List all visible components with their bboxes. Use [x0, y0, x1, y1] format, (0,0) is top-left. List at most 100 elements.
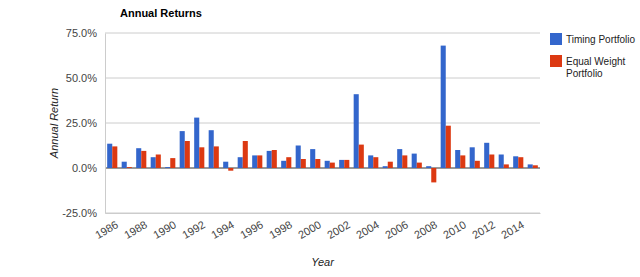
- x-tick-label: 1996: [238, 218, 265, 241]
- x-axis-title: Year: [311, 256, 335, 268]
- x-axis: 1986198819901992199419961998200020022004…: [93, 214, 541, 241]
- bar: [252, 155, 257, 168]
- bar: [460, 155, 465, 168]
- grid-line: [105, 33, 540, 34]
- x-tick-label: 2014: [499, 218, 526, 241]
- x-tick-label: 1986: [93, 218, 120, 241]
- bar: [209, 130, 214, 168]
- bar: [426, 166, 431, 168]
- bar: [383, 166, 388, 168]
- x-tick: 2004: [354, 218, 381, 241]
- bar: [267, 151, 272, 168]
- y-tick-label: 75.0%: [66, 27, 97, 39]
- chart: -25.0%0.0%25.0%50.0%75.0%198619881990199…: [0, 0, 640, 277]
- bar: [330, 163, 335, 168]
- y-axis-line: [105, 34, 106, 214]
- bar: [533, 165, 538, 168]
- x-tick-label: 2010: [441, 218, 468, 241]
- bar: [296, 146, 301, 169]
- bar: [136, 148, 141, 168]
- x-tick: 1988: [122, 218, 149, 241]
- legend-label: Equal WeightPortfolio: [566, 56, 626, 79]
- x-tick: 2006: [383, 218, 410, 241]
- bar: [475, 161, 480, 168]
- bar: [185, 141, 190, 168]
- x-tick: 2000: [296, 218, 323, 241]
- bar: [238, 157, 243, 168]
- y-tick: -25.0%: [62, 207, 105, 219]
- x-axis-line: [106, 213, 541, 214]
- x-tick-label: 2012: [470, 218, 497, 241]
- bar: [127, 167, 132, 169]
- bar: [243, 141, 248, 168]
- y-axis-title: Annual Return: [48, 88, 60, 159]
- x-tick-label: 2008: [412, 218, 439, 241]
- x-tick-label: 1990: [151, 218, 178, 241]
- bar: [354, 94, 359, 168]
- x-tick-label: 2000: [296, 218, 323, 241]
- grid-line: [105, 123, 540, 124]
- legend: Timing PortfolioEqual WeightPortfolio: [550, 33, 636, 79]
- bar: [388, 162, 393, 168]
- bar: [528, 164, 533, 168]
- series: [107, 46, 533, 168]
- bar: [107, 144, 112, 168]
- y-axis: -25.0% 0.0% 25.0% 50.0% 75.0%: [62, 27, 105, 219]
- x-tick: 1986: [93, 218, 120, 241]
- x-tick: 2014: [499, 218, 526, 241]
- y-tick: 25.0%: [66, 117, 105, 129]
- bar: [446, 126, 451, 168]
- x-tick-label: 1992: [180, 218, 207, 241]
- bar: [286, 157, 291, 168]
- bar: [397, 149, 402, 168]
- y-tick: 50.0%: [66, 72, 105, 84]
- y-tick-label: 0.0%: [72, 162, 97, 174]
- bar: [151, 157, 156, 168]
- y-tick: 75.0%: [66, 27, 105, 39]
- bar: [518, 157, 523, 168]
- x-tick: 1996: [238, 218, 265, 241]
- y-tick-label: 50.0%: [66, 72, 97, 84]
- x-tick: 2008: [412, 218, 439, 241]
- x-tick: 1994: [209, 218, 236, 241]
- bar: [484, 143, 489, 168]
- bar: [272, 150, 277, 168]
- bar: [228, 168, 233, 171]
- bar: [499, 155, 504, 169]
- bar: [165, 167, 170, 169]
- x-tick-label: 2004: [354, 218, 381, 241]
- bar: [431, 168, 436, 182]
- bar: [310, 149, 315, 168]
- bar: [141, 151, 146, 168]
- legend-swatch: [550, 33, 562, 45]
- bar: [301, 159, 306, 168]
- title: Annual Returns: [120, 7, 202, 19]
- bar: [223, 162, 228, 168]
- x-tick-label: 1988: [122, 218, 149, 241]
- bar: [402, 155, 407, 168]
- x-tick: 1992: [180, 218, 207, 241]
- bar: [194, 118, 199, 168]
- bar: [281, 161, 286, 168]
- x-tick-label: 2002: [325, 218, 352, 241]
- bar: [412, 154, 417, 168]
- y-tick-label: 25.0%: [66, 117, 97, 129]
- grid-line: [105, 213, 540, 214]
- bar: [359, 145, 364, 168]
- bar: [504, 164, 509, 168]
- x-tick: 1998: [267, 218, 294, 241]
- bar: [489, 155, 494, 169]
- bar: [441, 46, 446, 168]
- bar: [112, 146, 117, 168]
- bar: [417, 163, 422, 168]
- bar: [513, 156, 518, 168]
- grid-line: [105, 78, 540, 79]
- bar: [470, 147, 475, 168]
- x-tick-label: 1998: [267, 218, 294, 241]
- series: [112, 126, 538, 183]
- x-tick-label: 1994: [209, 218, 236, 241]
- x-tick: 1990: [151, 218, 178, 241]
- x-tick: 2010: [441, 218, 468, 241]
- bar: [156, 155, 161, 169]
- legend-swatch: [550, 55, 562, 67]
